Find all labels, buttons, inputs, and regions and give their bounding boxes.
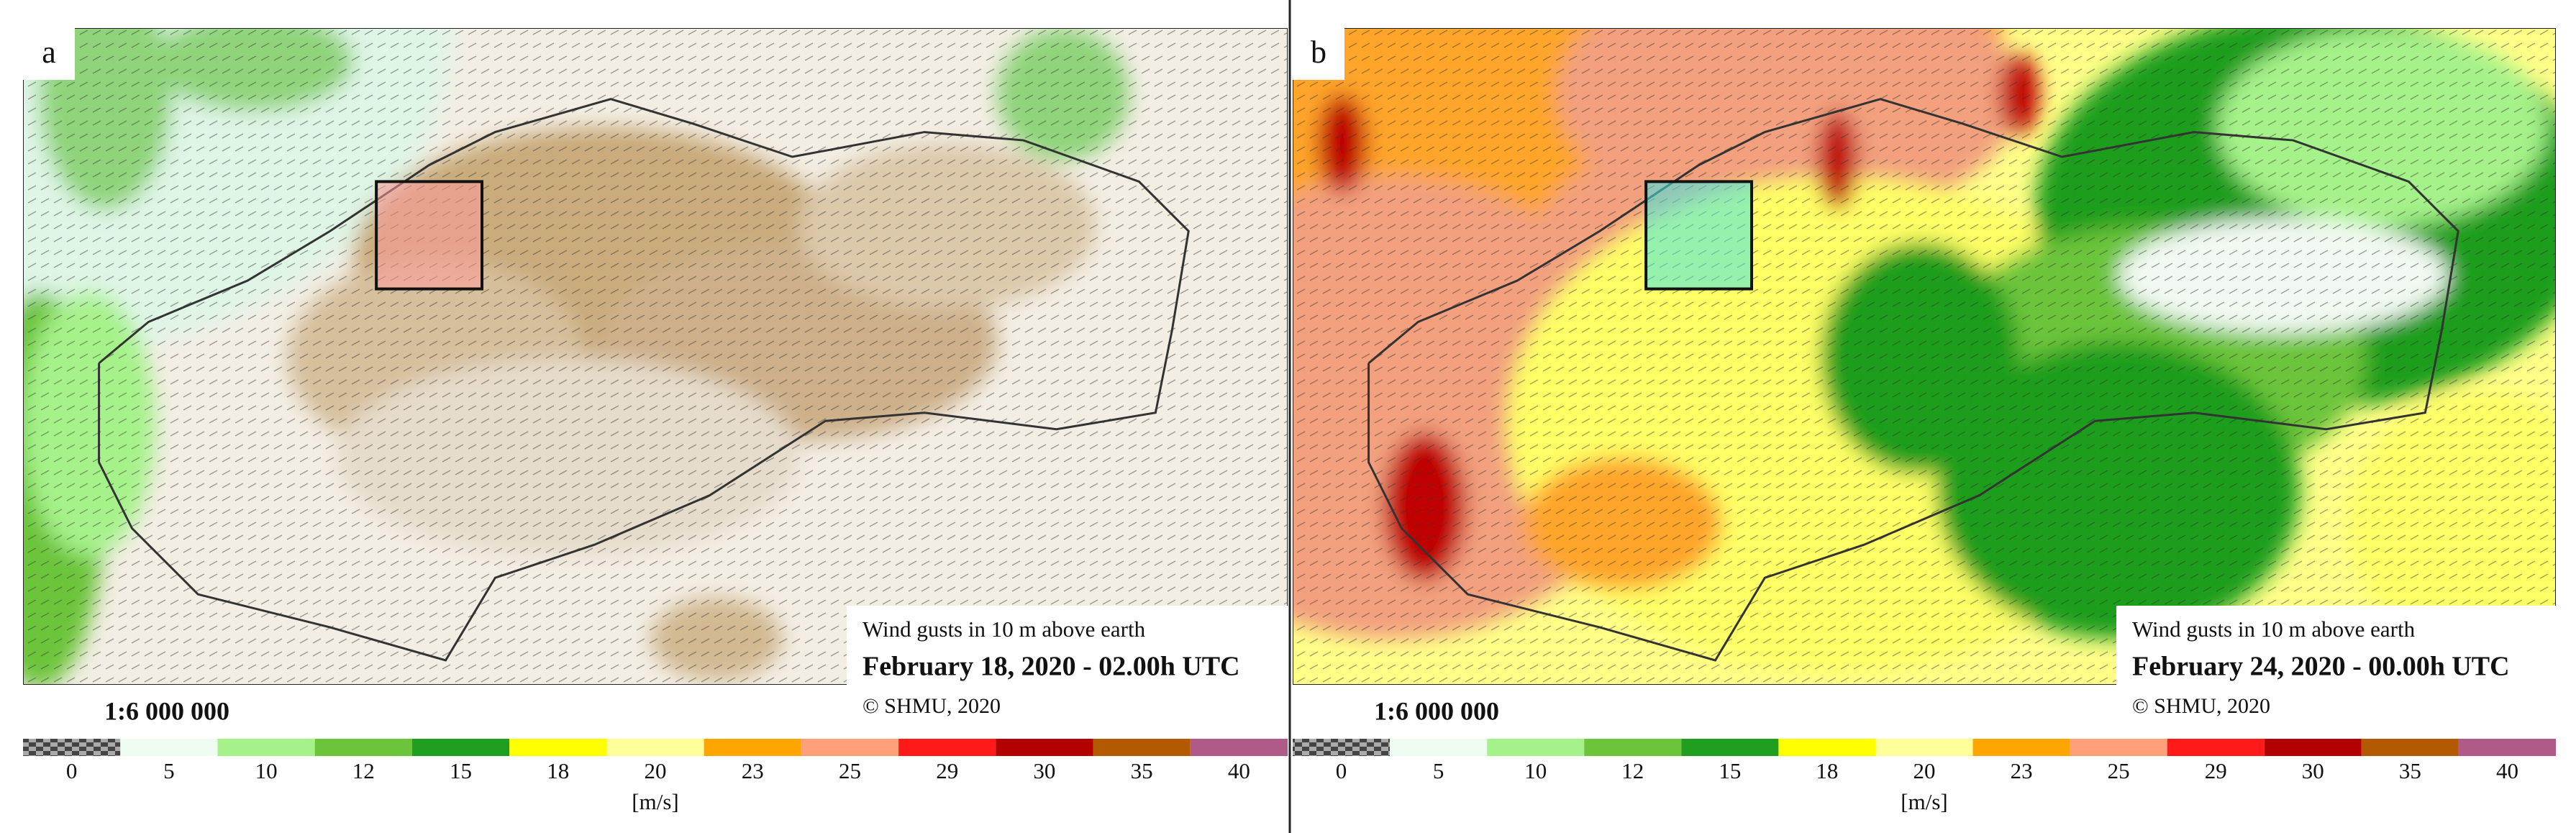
- country-border: [98, 98, 1190, 662]
- map: [23, 28, 1288, 685]
- colorbar-bin: [1390, 739, 1488, 756]
- wind-arrows: [23, 28, 1288, 685]
- caption-box: [2116, 606, 2556, 734]
- colorbar-label: 25: [2108, 758, 2130, 783]
- colorbar-label: 15: [450, 758, 472, 783]
- colorbar-label: 35: [1131, 758, 1153, 783]
- colorbar-bin: [2361, 739, 2459, 756]
- colorbar-bin: [996, 739, 1093, 756]
- colorbar-label: 40: [2496, 758, 2518, 783]
- highlight-box: [375, 180, 484, 291]
- colorbar-label: 10: [1524, 758, 1547, 783]
- map-scale: 1:6 000 000: [104, 696, 229, 725]
- colorbar-unit: [m/s]: [1901, 789, 1947, 814]
- colorbar-label: 30: [2302, 758, 2324, 783]
- map-panel: a Wind gusts in 10 m above earth February …: [23, 28, 1288, 814]
- panel-label: b: [1311, 35, 1326, 70]
- colorbar-label: 10: [255, 758, 278, 783]
- colorbar-bin: [411, 739, 510, 756]
- panel-label: a: [42, 35, 56, 70]
- caption-title: Wind gusts in 10 m above earth: [863, 616, 1146, 642]
- colorbar-bin: [2458, 739, 2556, 756]
- colorbar-bin: [217, 739, 315, 756]
- panel-label-box: [1293, 28, 1344, 80]
- caption-date: February 18, 2020 - 02.00h UTC: [863, 652, 1240, 682]
- colorbar-label: 18: [547, 758, 569, 783]
- colorbar-bin: [2167, 739, 2265, 756]
- colorbar-label: 15: [1719, 758, 1741, 783]
- colorbar-unit: [m/s]: [632, 789, 678, 814]
- colorbar-bin: [1190, 739, 1288, 756]
- map-scale: 1:6 000 000: [1374, 696, 1499, 725]
- colorbar-label: 0: [66, 758, 78, 783]
- colorbar-label: 35: [2399, 758, 2421, 783]
- colorbar-bin: [314, 739, 412, 756]
- colorbar-label: 23: [2011, 758, 2033, 783]
- colorbar-label: 29: [936, 758, 958, 783]
- colorbar-bin: [2070, 739, 2167, 756]
- colorbar-bin: [1972, 739, 2070, 756]
- colorbar-label: 18: [1816, 758, 1838, 783]
- colorbar-label: 5: [1433, 758, 1444, 783]
- country-border: [1367, 98, 2459, 662]
- colorbar-label: 12: [352, 758, 375, 783]
- colorbar-bin: [801, 739, 899, 756]
- caption-copyright: © SHMU, 2020: [863, 694, 1001, 718]
- colorbar-bin: [1875, 739, 1973, 756]
- caption-copyright: © SHMU, 2020: [2132, 694, 2270, 718]
- colorbar-label: 20: [1913, 758, 1936, 783]
- colorbar-bin: [1778, 739, 1876, 756]
- highlight-box: [1644, 180, 1754, 291]
- colorbar-label: 25: [839, 758, 861, 783]
- colorbar-bin-pattern: [23, 739, 121, 756]
- colorbar-bin: [1093, 739, 1191, 756]
- colorbar-bin: [120, 739, 218, 756]
- colorbar-bin: [2264, 739, 2362, 756]
- colorbar-bin-pattern: [1293, 739, 1391, 756]
- colorbar-label: 20: [645, 758, 667, 783]
- scale-box: [1293, 685, 1580, 737]
- colorbar-label: 40: [1228, 758, 1250, 783]
- colorbar-label: 30: [1033, 758, 1055, 783]
- colorbar-label: 23: [742, 758, 764, 783]
- caption-date: February 24, 2020 - 00.00h UTC: [2132, 652, 2510, 682]
- colorbar-bin: [1487, 739, 1585, 756]
- map: [1293, 28, 2556, 685]
- scale-box: [23, 685, 311, 737]
- colorbar-bin: [1584, 739, 1682, 756]
- caption-title: Wind gusts in 10 m above earth: [2132, 616, 2416, 642]
- colorbar-label: 5: [163, 758, 175, 783]
- caption-box: [847, 606, 1288, 734]
- colorbar-bin: [509, 739, 607, 756]
- colorbar-bin: [704, 739, 801, 756]
- colorbar-bin: [1681, 739, 1779, 756]
- panel-label-box: [23, 28, 75, 80]
- map-panel: b Wind gusts in 10 m above earth February …: [1293, 28, 2556, 814]
- colorbar-label: 0: [1336, 758, 1347, 783]
- colorbar-bin: [898, 739, 996, 756]
- colorbar-label: 12: [1621, 758, 1644, 783]
- colorbar-label: 29: [2205, 758, 2227, 783]
- colorbar-bin: [606, 739, 704, 756]
- wind-arrows: [1293, 28, 2556, 685]
